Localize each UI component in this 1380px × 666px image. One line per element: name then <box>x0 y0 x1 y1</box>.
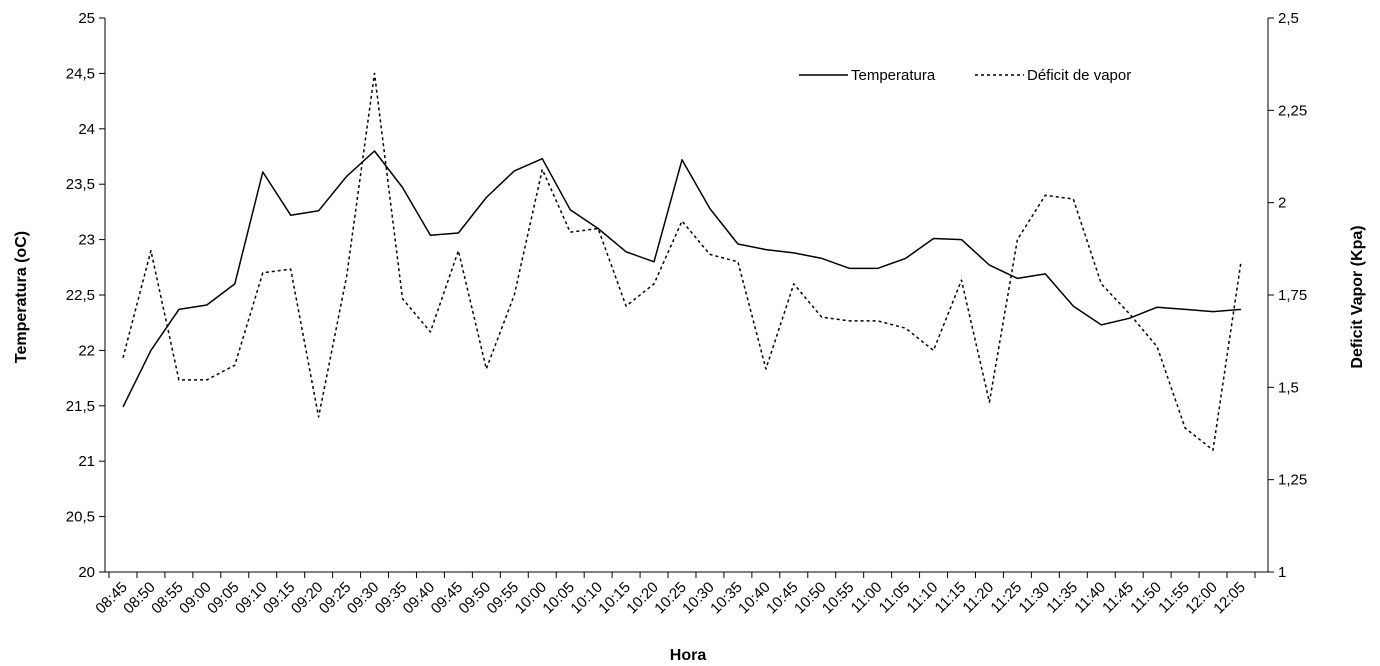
y-tick-label: 21,5 <box>66 398 95 415</box>
x-tick-label: 10:15 <box>595 579 634 618</box>
x-tick-label: 10:40 <box>735 579 774 618</box>
x-tick-label: 10:20 <box>623 579 662 618</box>
x-tick-label: 11:45 <box>1099 579 1137 617</box>
legend-temperatura-label: Temperatura <box>851 67 936 84</box>
y2-tick-label: 1 <box>1278 564 1286 581</box>
x-tick-label: 11:50 <box>1127 579 1165 617</box>
y-tick-label: 22,5 <box>66 287 95 304</box>
legend-deficit-label: Déficit de vapor <box>1027 67 1131 84</box>
x-axis-title: Hora <box>670 647 707 664</box>
x-tick-label: 11:35 <box>1043 579 1081 617</box>
y-tick-label: 20 <box>78 564 95 581</box>
x-tick-label: 11:20 <box>959 579 997 617</box>
x-tick-label: 10:55 <box>819 579 858 618</box>
y-tick-label: 21 <box>78 453 95 470</box>
y2-tick-label: 2,25 <box>1278 102 1307 119</box>
x-tick-label: 12:00 <box>1182 579 1221 618</box>
y-tick-label: 20,5 <box>66 509 95 526</box>
y2-tick-label: 1,25 <box>1278 472 1307 489</box>
x-tick-label: 11:00 <box>848 579 886 617</box>
y-tick-label: 22 <box>78 342 95 359</box>
series-line-temperatura <box>122 150 1242 408</box>
legend: Temperatura Déficit de vapor <box>799 67 1131 84</box>
x-tick-label: 09:30 <box>344 579 383 618</box>
axes <box>99 17 1274 578</box>
series-line-deficit-vapor <box>122 72 1242 451</box>
tick-labels: 2020,52121,52222,52323,52424,52511,251,5… <box>66 10 1307 617</box>
y-tick-label: 24,5 <box>66 65 95 82</box>
y2-tick-label: 2 <box>1278 195 1286 212</box>
x-tick-label: 09:05 <box>204 579 243 618</box>
y-axis-title: Temperatura (oC) <box>13 231 30 363</box>
x-tick-label: 11:05 <box>876 579 914 617</box>
y-tick-label: 23 <box>78 232 95 249</box>
y-tick-label: 25 <box>78 10 95 27</box>
y2-tick-label: 1,5 <box>1278 379 1299 396</box>
y2-tick-label: 2,5 <box>1278 10 1299 27</box>
x-tick-label: 09:55 <box>484 579 523 618</box>
y-tick-label: 23,5 <box>66 176 95 193</box>
plot-lines <box>122 72 1242 451</box>
x-tick-label: 09:25 <box>316 579 355 618</box>
x-tick-label: 11:15 <box>932 579 970 617</box>
y2-tick-label: 1,75 <box>1278 287 1307 304</box>
x-tick-label: 09:50 <box>456 579 495 618</box>
x-tick-label: 12:05 <box>1210 579 1249 618</box>
x-tick-label: 10:45 <box>763 579 802 618</box>
x-tick-label: 09:00 <box>176 579 215 618</box>
x-tick-label: 11:25 <box>987 579 1025 617</box>
x-tick-label: 11:30 <box>1015 579 1053 617</box>
y-tick-label: 24 <box>78 121 95 138</box>
x-tick-label: 11:40 <box>1071 579 1109 617</box>
x-tick-label: 11:10 <box>904 579 942 617</box>
y2-axis-title: Deficit Vapor (Kpa) <box>1349 225 1366 368</box>
